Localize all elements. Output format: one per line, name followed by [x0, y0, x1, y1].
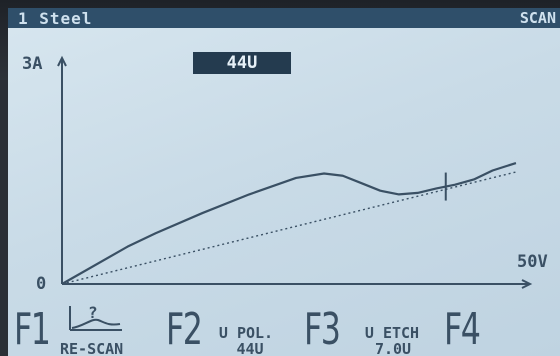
lcd-screen: 1 Steel SCAN 44U 3A 0 50V F1 ? RE-SCAN F… — [8, 8, 560, 356]
f2-function-value: 44U — [236, 340, 264, 356]
f2-function-label: U POL. — [218, 324, 274, 342]
f4-key-label[interactable]: F4 — [444, 304, 481, 355]
rescan-icon: ? — [69, 304, 122, 331]
f3-key-label[interactable]: F3 — [304, 304, 341, 355]
current-curve — [61, 161, 517, 285]
origin-label: 0 — [36, 274, 47, 294]
x-axis-label: 50V — [517, 252, 548, 272]
reference-line — [61, 171, 517, 285]
x-axis-arrow — [521, 279, 533, 289]
y-axis-label: 3A — [22, 54, 43, 74]
f3-function-label: U ETCH — [364, 324, 420, 342]
scan-chart — [57, 55, 533, 289]
mode-indicator: SCAN — [519, 9, 556, 27]
svg-text:?: ? — [88, 304, 98, 322]
function-key-bar: F1 ? RE-SCAN F2 U POL. 44U F3 U ETCH 7.0… — [8, 304, 560, 356]
f2-key-label[interactable]: F2 — [166, 304, 203, 355]
header-bar: 1 Steel SCAN — [8, 8, 560, 28]
voltage-readout: 44U — [193, 52, 291, 74]
f1-function-label: RE-SCAN — [60, 340, 124, 356]
f1-key-label[interactable]: F1 — [14, 304, 51, 355]
f3-function-value: 7.0U — [374, 340, 412, 356]
program-title: 1 Steel — [18, 9, 93, 28]
y-axis-arrow — [57, 55, 67, 67]
